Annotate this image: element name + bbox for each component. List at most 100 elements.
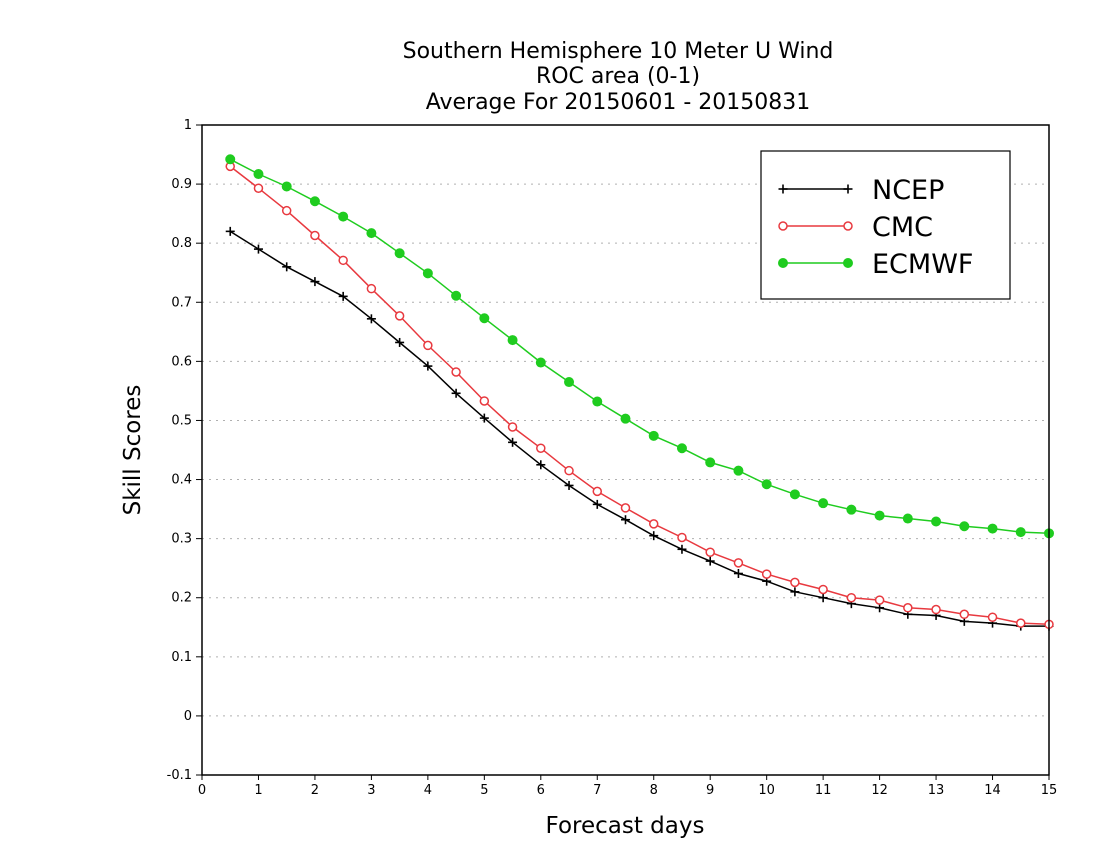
data-point-cmc <box>366 283 377 294</box>
data-point-ecmwf <box>959 521 970 532</box>
y-tick-label: 0.5 <box>171 413 192 428</box>
data-point-ncep <box>536 460 546 470</box>
x-tick-label: 13 <box>928 783 945 798</box>
series-ecmwf <box>225 154 1054 539</box>
x-tick-label: 1 <box>254 783 262 798</box>
data-point-cmc <box>394 311 405 321</box>
plot-frame <box>201 124 1050 776</box>
data-point-ecmwf <box>676 443 687 454</box>
data-point-ecmwf <box>422 268 433 279</box>
data-point-ecmwf <box>1015 527 1026 538</box>
data-point-cmc <box>253 183 264 193</box>
chart-title: Southern Hemisphere 10 Meter U Wind ROC … <box>403 39 834 115</box>
data-point-cmc <box>790 577 800 588</box>
data-point-ecmwf <box>592 396 603 407</box>
legend-label-ncep: NCEP <box>872 175 944 206</box>
y-tick-label: 0.8 <box>171 236 192 251</box>
data-point-cmc <box>846 592 857 603</box>
y-axis-title: Skill Scores <box>120 385 146 516</box>
legend-label-ecmwf: ECMWF <box>872 249 973 280</box>
data-point-ecmwf <box>451 290 462 301</box>
data-point-cmc <box>818 584 828 595</box>
x-tick-label: 10 <box>758 783 775 798</box>
data-point-ncep <box>508 437 518 447</box>
data-point-cmc <box>874 595 885 605</box>
data-point-ncep <box>225 226 235 236</box>
data-point-cmc <box>903 603 913 613</box>
data-point-cmc <box>451 367 461 377</box>
legend-marker-cmc <box>778 221 788 231</box>
data-point-ncep <box>677 544 687 554</box>
data-point-cmc <box>648 519 659 529</box>
data-point-ecmwf <box>931 516 942 527</box>
data-point-ecmwf <box>366 228 377 239</box>
data-point-ecmwf <box>564 377 575 388</box>
data-point-cmc <box>931 604 941 615</box>
data-point-ncep <box>479 413 489 423</box>
x-tick-label: 4 <box>424 783 432 798</box>
x-tick-label: 5 <box>480 783 488 798</box>
x-tick-label: 2 <box>311 783 319 798</box>
chart-title-line-1: Southern Hemisphere 10 Meter U Wind <box>403 39 834 64</box>
legend: NCEP CMC ECMWF <box>760 150 1011 300</box>
data-point-ecmwf <box>705 457 716 468</box>
data-point-cmc <box>620 503 631 513</box>
data-point-cmc <box>677 532 687 543</box>
data-point-ncep <box>564 480 574 490</box>
data-point-ecmwf <box>789 489 800 500</box>
x-axis-ticks: 0 1 2 3 4 5 6 7 8 9 10 11 12 13 14 15 <box>198 775 1057 798</box>
data-point-cmc <box>479 396 490 406</box>
grid-lines <box>202 183 1049 717</box>
y-tick-label: 0.2 <box>171 591 192 606</box>
data-point-ecmwf <box>818 498 829 509</box>
data-point-cmc <box>705 547 715 557</box>
y-tick-label: -0.1 <box>167 768 192 783</box>
series-line-ncep <box>229 230 1049 627</box>
x-tick-label: 12 <box>871 783 888 798</box>
legend-label-cmc: CMC <box>872 212 933 243</box>
data-point-ncep <box>253 244 263 254</box>
data-point-ecmwf <box>761 479 772 490</box>
x-tick-label: 8 <box>650 783 658 798</box>
data-point-ecmwf <box>253 169 264 180</box>
x-tick-label: 0 <box>198 783 206 798</box>
y-tick-label: 1 <box>184 118 192 133</box>
data-point-cmc <box>959 609 970 620</box>
series-lines <box>225 154 1054 631</box>
data-point-ecmwf <box>733 465 744 476</box>
y-tick-label: 0.6 <box>171 354 192 369</box>
data-point-cmc <box>536 443 546 453</box>
data-point-ecmwf <box>846 504 857 515</box>
series-cmc <box>225 161 1054 630</box>
data-point-cmc <box>281 205 292 216</box>
data-point-ncep <box>282 262 292 272</box>
data-point-cmc <box>1016 618 1026 628</box>
data-point-cmc <box>733 558 744 568</box>
data-point-ecmwf <box>309 196 320 207</box>
data-point-ncep <box>423 361 433 371</box>
x-tick-label: 6 <box>537 783 545 798</box>
data-point-cmc <box>987 612 998 622</box>
y-tick-label: 0 <box>184 709 192 724</box>
chart-title-line-2: ROC area (0-1) <box>536 64 700 89</box>
data-point-ecmwf <box>648 430 659 441</box>
data-point-ecmwf <box>281 181 292 192</box>
x-tick-label: 9 <box>706 783 714 798</box>
data-point-ncep <box>592 499 602 509</box>
chart-title-line-3: Average For 20150601 - 20150831 <box>426 90 811 115</box>
legend-items: NCEP CMC ECMWF <box>778 175 973 280</box>
data-point-cmc <box>338 255 348 266</box>
x-tick-label: 15 <box>1041 783 1058 798</box>
data-point-ecmwf <box>902 513 913 524</box>
legend-marker-ecmwf <box>843 258 853 268</box>
x-axis-title: Forecast days <box>546 813 705 839</box>
data-point-cmc <box>507 422 518 432</box>
data-point-ncep <box>818 593 828 603</box>
data-point-ecmwf <box>874 510 885 521</box>
y-tick-label: 0.4 <box>171 473 192 488</box>
x-tick-label: 3 <box>367 783 375 798</box>
data-point-ncep <box>310 277 320 287</box>
legend-marker-ncep <box>843 184 853 194</box>
data-point-ecmwf <box>987 523 998 534</box>
